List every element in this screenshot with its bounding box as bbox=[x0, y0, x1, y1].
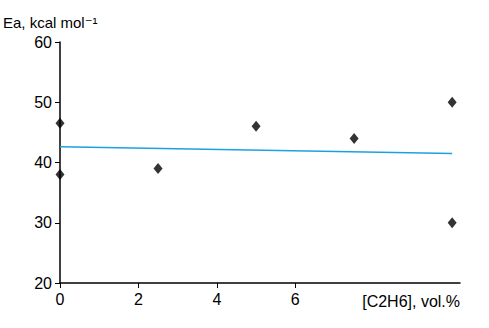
svg-text:4: 4 bbox=[212, 291, 221, 308]
svg-text:50: 50 bbox=[34, 94, 52, 111]
svg-text:6: 6 bbox=[291, 291, 300, 308]
svg-text:60: 60 bbox=[34, 34, 52, 51]
svg-text:[C2H6], vol.%: [C2H6], vol.% bbox=[362, 293, 460, 310]
svg-text:Ea, kcal mol⁻¹: Ea, kcal mol⁻¹ bbox=[3, 14, 98, 31]
svg-text:40: 40 bbox=[34, 154, 52, 171]
svg-text:2: 2 bbox=[134, 291, 143, 308]
svg-text:0: 0 bbox=[56, 291, 65, 308]
svg-text:30: 30 bbox=[34, 214, 52, 231]
svg-text:20: 20 bbox=[34, 275, 52, 292]
